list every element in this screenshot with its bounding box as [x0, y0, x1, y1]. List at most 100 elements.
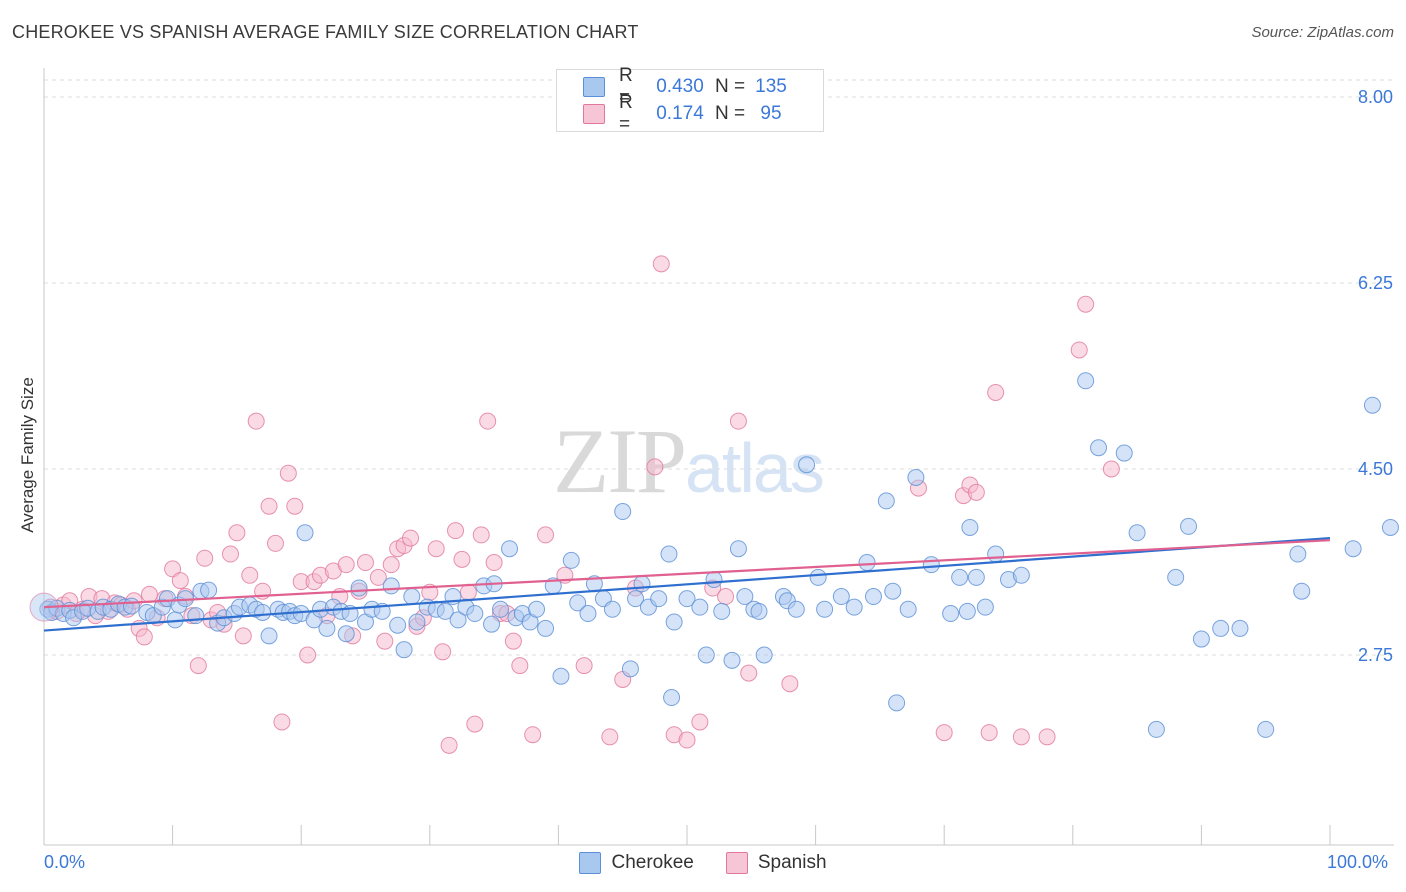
- spanish-point: [196, 549, 214, 567]
- cherokee-point: [403, 588, 421, 606]
- spanish-point: [740, 664, 758, 682]
- cherokee-point: [809, 568, 827, 586]
- spanish-point: [228, 524, 246, 542]
- spanish-point: [472, 526, 490, 544]
- cherokee-point: [663, 689, 681, 707]
- cherokee-point: [691, 598, 709, 616]
- cherokee-point: [832, 588, 850, 606]
- spanish-point: [466, 715, 484, 733]
- spanish-point: [135, 628, 153, 646]
- spanish-point: [1102, 460, 1120, 478]
- cherokee-point: [976, 598, 994, 616]
- cherokee-point: [1180, 517, 1198, 535]
- series-legend: Cherokee Spanish: [0, 852, 1406, 874]
- spanish-point: [273, 713, 291, 731]
- cherokee-point: [958, 602, 976, 620]
- spanish-point: [652, 255, 670, 273]
- cherokee-point: [713, 602, 731, 620]
- watermark-zip: ZIP: [553, 410, 687, 512]
- spanish-point: [247, 412, 265, 430]
- cherokee-point: [492, 600, 510, 618]
- cherokee-point: [1344, 540, 1362, 558]
- r-value: 0.174: [656, 103, 704, 124]
- spanish-point: [376, 632, 394, 650]
- n-value: 135: [755, 76, 787, 97]
- cherokee-point: [122, 597, 140, 615]
- cherokee-point: [436, 602, 454, 620]
- spanish-point: [164, 560, 182, 578]
- legend-item-spanish[interactable]: Spanish: [725, 852, 827, 874]
- cherokee-point: [528, 600, 546, 618]
- cherokee-point: [729, 540, 747, 558]
- cherokee-point: [987, 545, 1005, 563]
- spanish-point: [537, 526, 555, 544]
- cherokee-point: [1257, 720, 1275, 738]
- spanish-trendline: [43, 539, 1331, 609]
- cherokee-point: [614, 503, 632, 521]
- spanish-legend-label: Spanish: [757, 852, 827, 873]
- cherokee-point: [1090, 439, 1108, 457]
- cherokee-point: [697, 646, 715, 664]
- spanish-point: [279, 464, 297, 482]
- cherokee-point: [449, 611, 467, 629]
- spanish-point: [1012, 728, 1030, 746]
- cherokee-point: [665, 613, 683, 631]
- cherokee-point: [845, 598, 863, 616]
- cherokee-point: [1077, 372, 1095, 390]
- y-tick-label: 6.25: [1358, 273, 1393, 293]
- cherokee-point: [1363, 396, 1381, 414]
- x-max-label: 100.0%: [1327, 852, 1389, 872]
- n-label: N =: [715, 76, 746, 97]
- r-label: R =: [619, 92, 633, 135]
- cherokee-point: [603, 600, 621, 618]
- spanish-point: [485, 554, 503, 572]
- cherokee-point: [408, 613, 426, 631]
- cherokee-point: [907, 469, 925, 487]
- spanish-point: [935, 724, 953, 742]
- spanish-legend-swatch: [725, 852, 748, 874]
- spanish-point: [241, 566, 259, 584]
- spanish-point: [717, 588, 735, 606]
- cherokee-point: [798, 456, 816, 474]
- cherokee-point: [633, 575, 651, 593]
- cherokee-point: [660, 545, 678, 563]
- n-label: N =: [715, 103, 746, 124]
- y-tick-label: 8.00: [1358, 87, 1393, 107]
- cherokee-point: [296, 524, 314, 542]
- x-min-label: 0.0%: [44, 852, 86, 872]
- spanish-point: [1070, 341, 1088, 359]
- legend-row-spanish: R = 0.174 N = 95: [583, 92, 791, 135]
- spanish-point: [729, 412, 747, 430]
- spanish-point: [678, 731, 696, 749]
- spanish-point: [357, 554, 374, 572]
- cherokee-point: [1212, 619, 1230, 637]
- cherokee-point: [858, 554, 876, 572]
- spanish-point: [369, 568, 387, 586]
- spanish-point: [337, 556, 355, 574]
- legend-item-cherokee[interactable]: Cherokee: [579, 852, 694, 874]
- cherokee-point: [787, 600, 805, 618]
- spanish-point: [171, 572, 189, 590]
- spanish-point: [402, 529, 420, 547]
- cherokee-point: [961, 518, 979, 536]
- cherokee-point: [816, 600, 834, 618]
- spanish-point: [189, 657, 207, 675]
- n-value: 95: [760, 103, 782, 124]
- spanish-point: [453, 550, 471, 568]
- spanish-point: [459, 583, 477, 601]
- cherokee-point: [389, 616, 407, 634]
- spanish-point: [1077, 295, 1095, 313]
- cherokee-point: [736, 588, 754, 606]
- cherokee-point: [254, 603, 272, 621]
- cherokee-point: [562, 551, 580, 569]
- spanish-point: [504, 632, 522, 650]
- cherokee-point: [552, 667, 570, 685]
- cherokee-point: [755, 646, 773, 664]
- cherokee-point: [1012, 566, 1030, 584]
- cherokee-point: [705, 571, 723, 589]
- cherokee-point: [466, 605, 484, 623]
- cherokee-point: [1167, 568, 1185, 586]
- cherokee-point: [1147, 720, 1165, 738]
- cherokee-point: [1231, 619, 1249, 637]
- spanish-point: [601, 728, 619, 746]
